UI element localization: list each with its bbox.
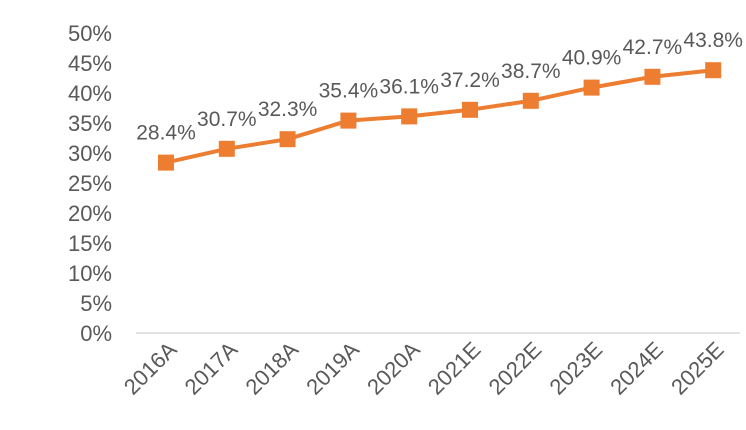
- y-tick-label: 5%: [80, 291, 112, 316]
- y-tick-label: 15%: [68, 231, 112, 256]
- x-tick-label: 2022E: [484, 337, 547, 400]
- x-axis-tick-labels: 2016A2017A2018A2019A2020A2021E2022E2023E…: [119, 337, 729, 400]
- data-point-marker: [279, 131, 296, 148]
- y-tick-label: 50%: [68, 21, 112, 46]
- data-label: 32.3%: [258, 98, 318, 121]
- x-tick-label: 2019A: [301, 337, 364, 400]
- x-tick-label: 2021E: [423, 337, 486, 400]
- data-point-marker: [462, 101, 478, 118]
- y-tick-label: 25%: [68, 171, 112, 196]
- data-label: 38.7%: [501, 60, 561, 83]
- y-tick-label: 30%: [68, 141, 112, 166]
- x-tick-label: 2020A: [362, 337, 425, 400]
- y-tick-label: 35%: [68, 111, 112, 136]
- data-label: 30.7%: [197, 108, 257, 131]
- x-tick-label: 2018A: [240, 337, 303, 400]
- data-point-marker: [644, 68, 661, 85]
- data-label: 37.2%: [440, 69, 500, 92]
- data-label: 43.8%: [683, 29, 743, 52]
- data-label: 36.1%: [379, 75, 439, 98]
- data-point-marker: [401, 108, 418, 125]
- y-tick-label: 10%: [68, 261, 112, 286]
- series-line: [165, 68, 714, 165]
- x-tick-label: 2025E: [666, 337, 729, 400]
- data-labels: 28.4%30.7% 32.3%35.4% 36.1% 37.2% 38.7%40.9%…: [136, 29, 743, 144]
- data-point-marker: [522, 92, 539, 109]
- data-label: 28.4%: [136, 122, 196, 145]
- data-point-marker: [340, 112, 357, 129]
- data-label: 35.4%: [319, 80, 379, 103]
- x-tick-label: 2023E: [544, 337, 607, 400]
- y-tick-label: 20%: [68, 201, 112, 226]
- x-tick-label: 2017A: [180, 337, 243, 400]
- data-point-marker: [705, 62, 722, 79]
- x-tick-label: 2024E: [605, 337, 668, 400]
- y-tick-label: 45%: [68, 51, 112, 76]
- y-axis-tick-labels: 0% 5% 10% 15% 20% 25% 30% 35% 40% 45% 50%: [68, 21, 112, 346]
- data-label: 40.9%: [562, 47, 622, 70]
- y-tick-label: 0%: [80, 321, 112, 346]
- data-point-marker: [583, 79, 600, 96]
- series-markers: [158, 62, 722, 171]
- y-tick-label: 40%: [68, 81, 112, 106]
- data-label: 42.7%: [623, 36, 683, 59]
- data-point-marker: [218, 140, 235, 157]
- x-tick-label: 2016A: [119, 337, 182, 400]
- data-point-marker: [158, 154, 174, 171]
